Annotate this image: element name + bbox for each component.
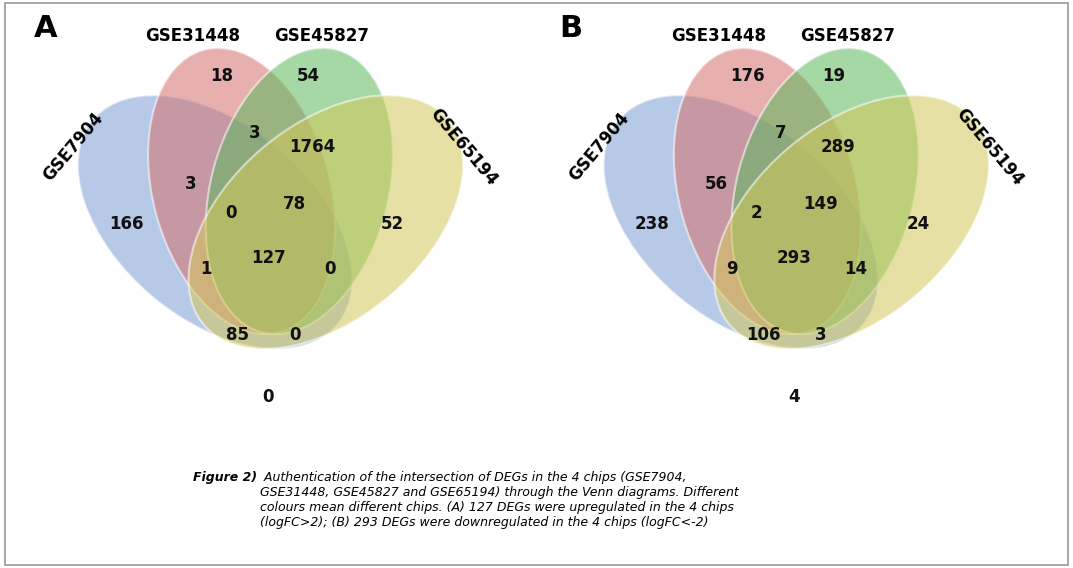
Text: 4: 4 (789, 388, 799, 406)
Text: 7: 7 (775, 124, 787, 143)
Text: GSE31448: GSE31448 (672, 27, 766, 45)
Text: 238: 238 (635, 215, 670, 233)
Text: 0: 0 (225, 204, 236, 222)
Text: 176: 176 (731, 67, 765, 85)
Text: Authentication of the intersection of DEGs in the 4 chips (GSE7904,
GSE31448, GS: Authentication of the intersection of DE… (261, 471, 739, 529)
Text: 0: 0 (263, 388, 274, 406)
Text: 24: 24 (907, 215, 929, 233)
Text: B: B (559, 14, 583, 43)
Ellipse shape (206, 48, 393, 334)
Text: 3: 3 (185, 176, 196, 194)
Text: GSE45827: GSE45827 (274, 27, 369, 45)
Text: GSE31448: GSE31448 (146, 27, 240, 45)
Text: 127: 127 (251, 249, 285, 266)
Text: 293: 293 (777, 249, 811, 266)
Text: 3: 3 (249, 124, 261, 143)
Text: 9: 9 (726, 260, 738, 278)
Text: GSE65194: GSE65194 (952, 105, 1027, 189)
Text: 3: 3 (814, 326, 826, 344)
Text: 18: 18 (210, 67, 233, 85)
Text: GSE45827: GSE45827 (799, 27, 895, 45)
Ellipse shape (77, 95, 352, 349)
Text: 106: 106 (746, 326, 780, 344)
Text: 0: 0 (289, 326, 300, 344)
Ellipse shape (603, 95, 878, 349)
Text: 2: 2 (750, 204, 762, 222)
Text: 52: 52 (381, 215, 403, 233)
Text: A: A (33, 14, 57, 43)
Text: 56: 56 (705, 176, 727, 194)
Text: 166: 166 (109, 215, 144, 233)
Text: 14: 14 (844, 260, 868, 278)
Text: Figure 2): Figure 2) (193, 471, 258, 485)
Text: GSE7904: GSE7904 (40, 109, 107, 185)
Ellipse shape (148, 48, 335, 334)
Ellipse shape (732, 48, 918, 334)
Ellipse shape (674, 48, 861, 334)
Text: 19: 19 (822, 67, 846, 85)
Text: 78: 78 (283, 195, 307, 214)
Text: 149: 149 (804, 195, 838, 214)
Text: 1: 1 (201, 260, 212, 278)
Text: 0: 0 (324, 260, 336, 278)
Text: GSE65194: GSE65194 (426, 105, 501, 189)
Text: 1764: 1764 (290, 138, 336, 156)
Text: 85: 85 (225, 326, 249, 344)
Text: GSE7904: GSE7904 (565, 109, 633, 185)
Text: 54: 54 (296, 67, 320, 85)
Ellipse shape (715, 95, 989, 349)
Text: 289: 289 (821, 138, 855, 156)
Ellipse shape (189, 95, 464, 349)
